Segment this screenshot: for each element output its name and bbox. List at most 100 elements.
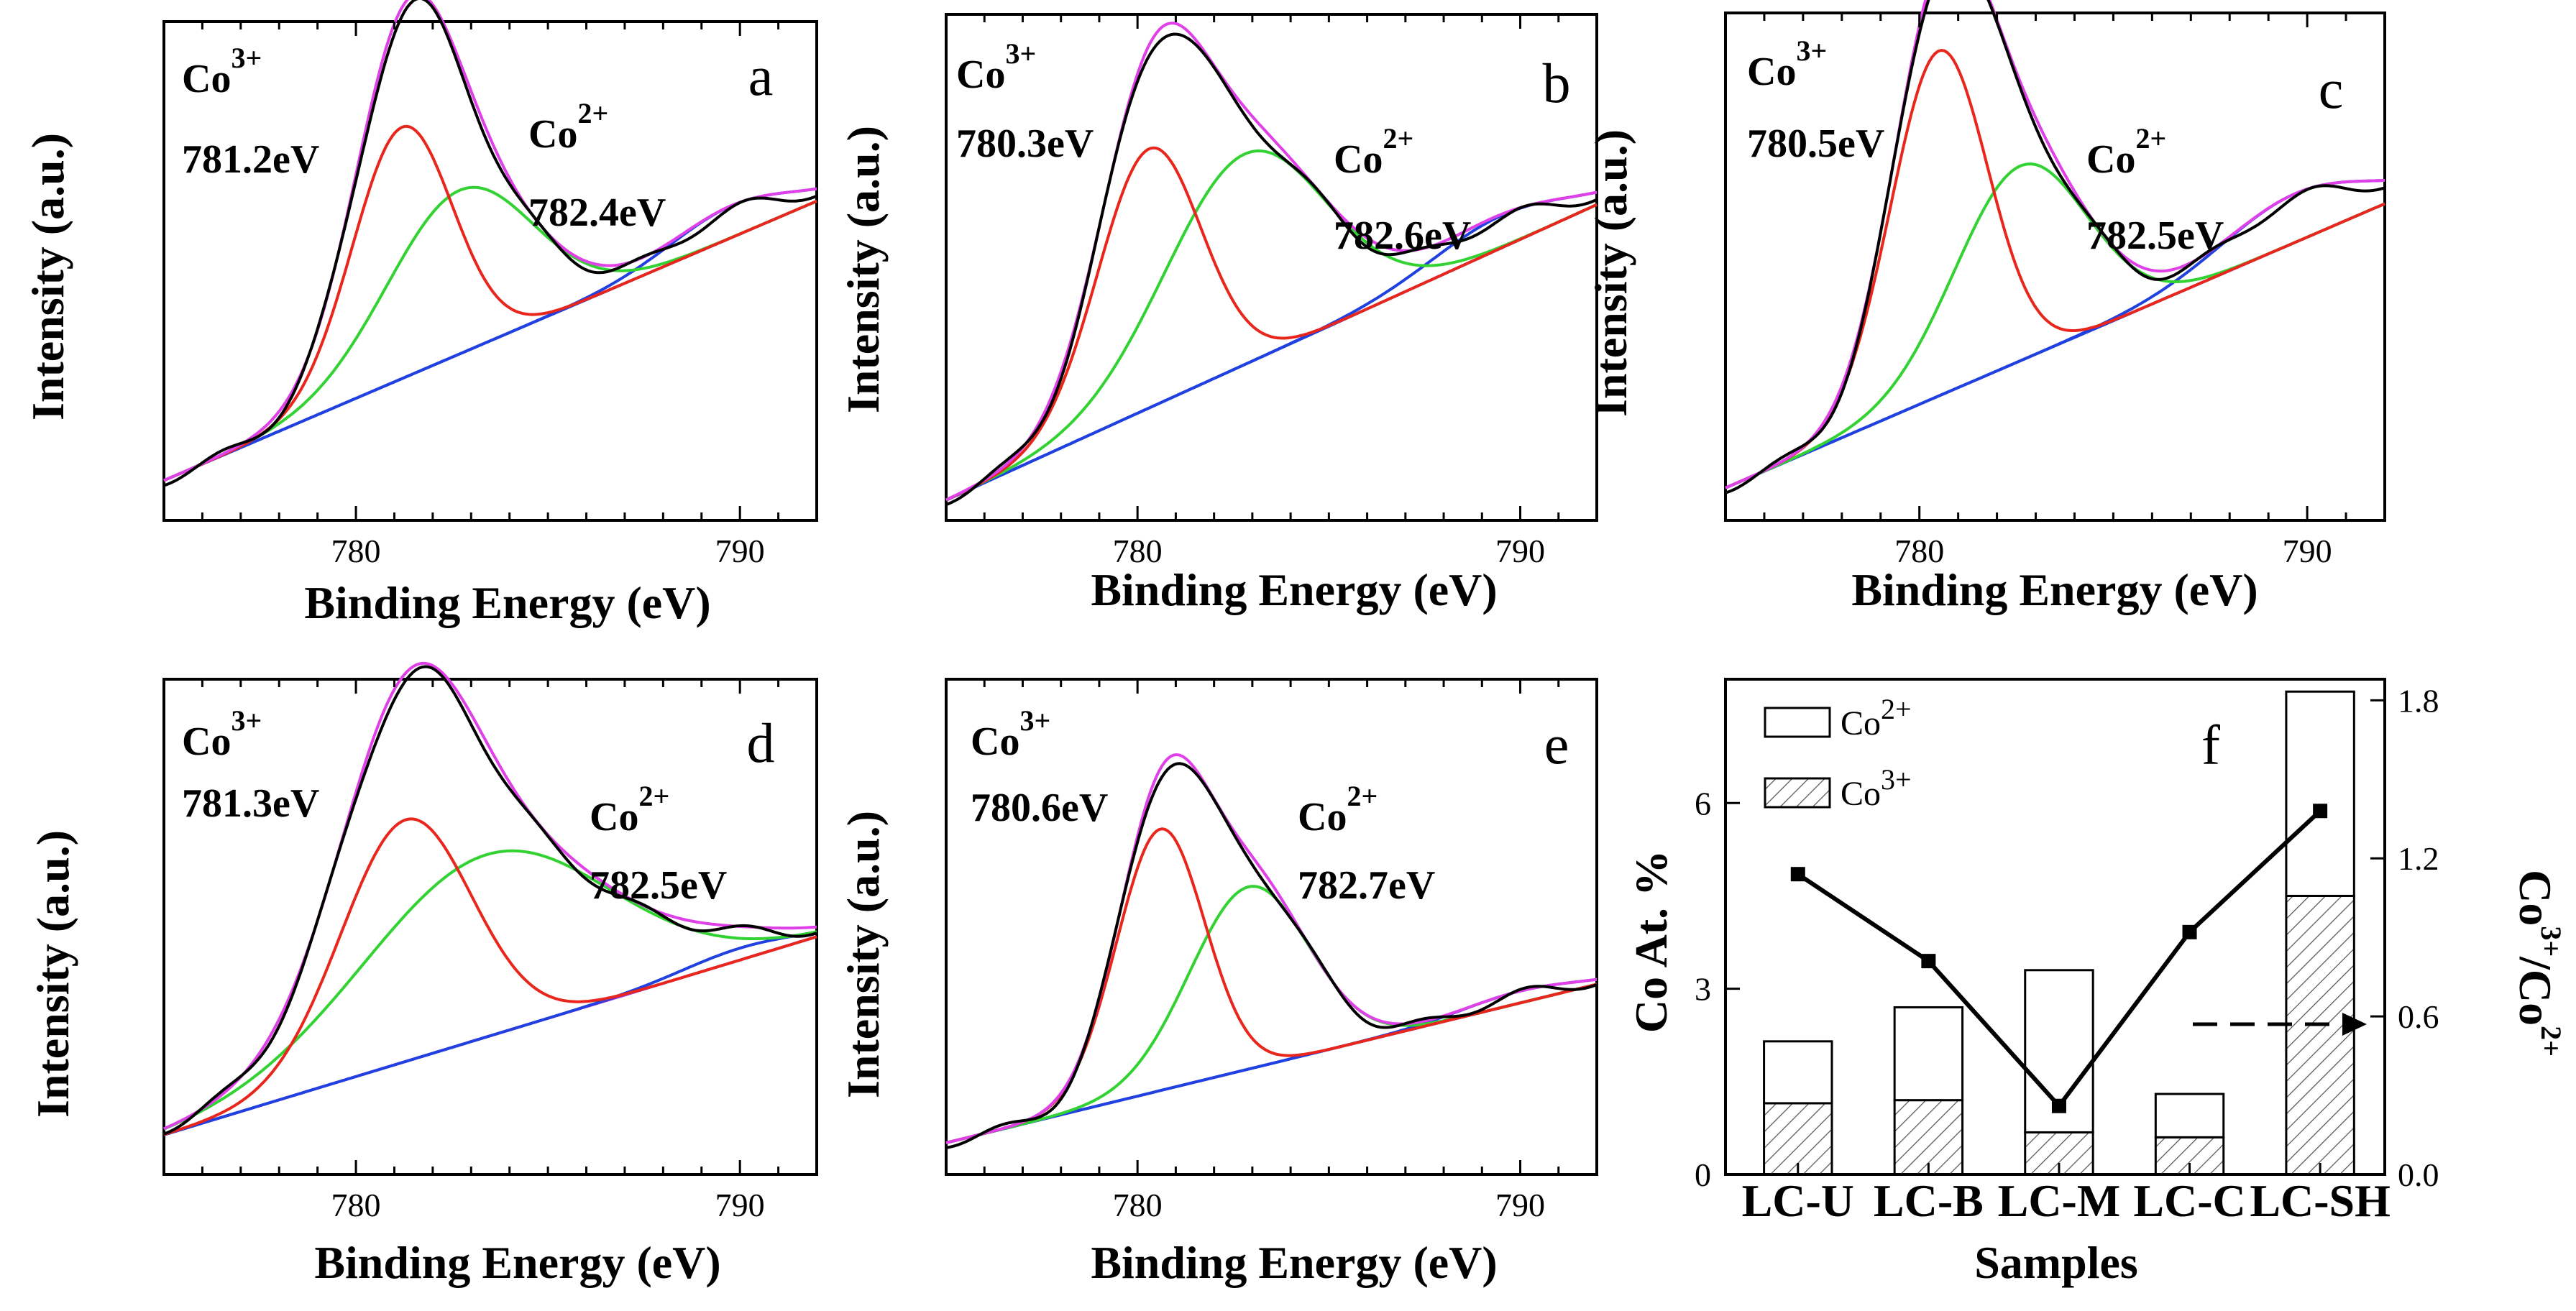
experimental-curve: [945, 762, 1598, 1149]
plot-frame: [1724, 12, 2386, 522]
x-tick-label: 780: [331, 1187, 381, 1223]
x-tick-label: 790: [1495, 533, 1545, 569]
co2-base: Co: [528, 112, 577, 157]
legend-swatch-co2: [1764, 707, 1831, 738]
y2-axis-label: Co3+/Co2+: [2510, 870, 2567, 1057]
co2-value: 782.6eV: [1334, 213, 1471, 258]
x-ticks: 780 790: [945, 14, 1598, 569]
legend-co3-sup: 3+: [1881, 763, 1912, 796]
category-label: LC-M: [1998, 1175, 2121, 1226]
co2-base: Co: [590, 795, 638, 840]
y-axis-label: Co At. %: [1626, 850, 1677, 1033]
co2-superscript: 2+: [638, 780, 669, 812]
x-tick-label: 790: [1495, 1187, 1545, 1223]
legend-co3-base: Co: [1841, 775, 1881, 813]
co2-label: Co2+: [2086, 122, 2166, 182]
y-axis-label: Intensity (a.u.): [22, 133, 73, 420]
x-ticks: 780 790: [945, 679, 1598, 1223]
envelope-curve: [163, 0, 817, 482]
x-ticks: 780 790: [1724, 13, 2386, 569]
x-tick-label: 780: [331, 533, 381, 569]
co2-base: Co: [1298, 795, 1347, 840]
spectrum-curves: [1725, 0, 2385, 494]
co3-component-curve: [945, 146, 1598, 502]
x-tick-label: 780: [1113, 533, 1163, 569]
plot-frame: [945, 13, 1598, 522]
category-label: LC-B: [1874, 1175, 1984, 1226]
co3-superscript: 3+: [1005, 37, 1036, 70]
co3-label: Co3+: [1747, 34, 1827, 94]
x-tick-label: 790: [715, 533, 765, 569]
x-tick-label: 780: [1894, 533, 1944, 569]
co2-value: 782.4eV: [528, 190, 666, 235]
co3-base: Co: [956, 52, 1005, 97]
envelope-curve: [945, 753, 1598, 1144]
co3-base: Co: [971, 719, 1019, 764]
x-ticks: 780 790: [162, 22, 818, 569]
co3-value: 781.3eV: [182, 781, 319, 826]
co3-label: Co3+: [182, 42, 262, 101]
co3-label: Co3+: [956, 37, 1036, 97]
axis-ticks: LC-U LC-B LC-M LC-C LC-SH 0 3 6 0.0 0.6 1.2 1.8: [1695, 682, 2439, 1226]
plot-frame: [162, 20, 818, 522]
envelope-curve: [1725, 0, 2385, 489]
x-tick-label: 790: [715, 1187, 765, 1223]
bar-marks: [1763, 690, 2355, 1176]
co3-value: 780.6eV: [971, 786, 1108, 830]
legend-co2-base: Co: [1841, 704, 1881, 742]
co2-label: Co2+: [1298, 780, 1378, 840]
panel-label: f: [2201, 714, 2220, 776]
legend: Co2+ Co3+: [1764, 693, 1912, 813]
x-axis-label: Binding Energy (eV): [1091, 1237, 1497, 1288]
panel-c: Intensity (a.u.) 780 790 c Co3+ 780.5eV C…: [1585, 0, 2386, 615]
dashed-arrow: [2193, 1013, 2367, 1036]
y2-tick-label: 0.0: [2398, 1156, 2439, 1193]
experimental-curve: [945, 32, 1598, 507]
ratio-point: [2182, 924, 2197, 939]
bar-co2-lc-b: [1893, 1006, 1964, 1102]
x-tick-label: 780: [1113, 1187, 1163, 1223]
y-axis-label: Intensity (a.u.): [27, 830, 78, 1118]
co2-base: Co: [1334, 137, 1383, 182]
y2-sup1: 3+: [2535, 926, 2567, 957]
x-axis-label: Samples: [1974, 1237, 2138, 1288]
x-ticks: 780 790: [162, 679, 818, 1223]
y2-tick-label: 0.6: [2398, 998, 2439, 1035]
y-tick-label: 3: [1695, 971, 1711, 1008]
bar-co2-lc-c: [2154, 1092, 2225, 1138]
bar-co2-lc-sh: [2285, 690, 2355, 897]
co3-superscript: 3+: [1019, 704, 1050, 737]
plot-frame: [162, 678, 818, 1176]
co3-value: 780.5eV: [1747, 121, 1884, 166]
category-label: LC-U: [1742, 1175, 1854, 1226]
experimental-curve: [163, 665, 817, 1136]
co3-base: Co: [1747, 50, 1796, 94]
panel-label: d: [747, 712, 775, 774]
ratio-point: [2051, 1098, 2066, 1113]
co3-value: 781.2eV: [182, 137, 319, 182]
panel-f: Co At. % Co3+/Co2+ LC-U LC-B LC-M LC-C LC-SH…: [1626, 678, 2567, 1288]
category-label: LC-C: [2133, 1175, 2245, 1226]
experimental-curve: [163, 0, 817, 487]
panel-b: Intensity (a.u.) 780 790 b Co3+ 780.3eV C…: [838, 13, 1598, 615]
envelope-curve: [163, 661, 817, 1131]
legend-swatch-co3: [1764, 777, 1831, 809]
ratio-point: [1921, 954, 1936, 969]
y2-mid: /Co: [2510, 956, 2561, 1026]
co2-component-curve: [945, 885, 1598, 1144]
co3-base: Co: [182, 57, 231, 101]
co2-value: 782.7eV: [1298, 863, 1435, 908]
y-axis-label: Intensity (a.u.): [1585, 129, 1636, 417]
satellite-curve: [163, 930, 817, 1136]
co3-base: Co: [182, 719, 231, 764]
bar-co2-lc-u: [1763, 1040, 1833, 1105]
y-axis-label: Intensity (a.u.): [838, 126, 889, 413]
spectrum-curves: [945, 22, 1598, 507]
y2-tick-label: 1.8: [2398, 682, 2439, 719]
panel-label: c: [2319, 58, 2344, 120]
co2-base: Co: [2086, 137, 2135, 182]
plot-frame: [945, 678, 1598, 1176]
co2-component-curve: [163, 185, 817, 482]
legend-label-co3: Co3+: [1841, 763, 1912, 813]
